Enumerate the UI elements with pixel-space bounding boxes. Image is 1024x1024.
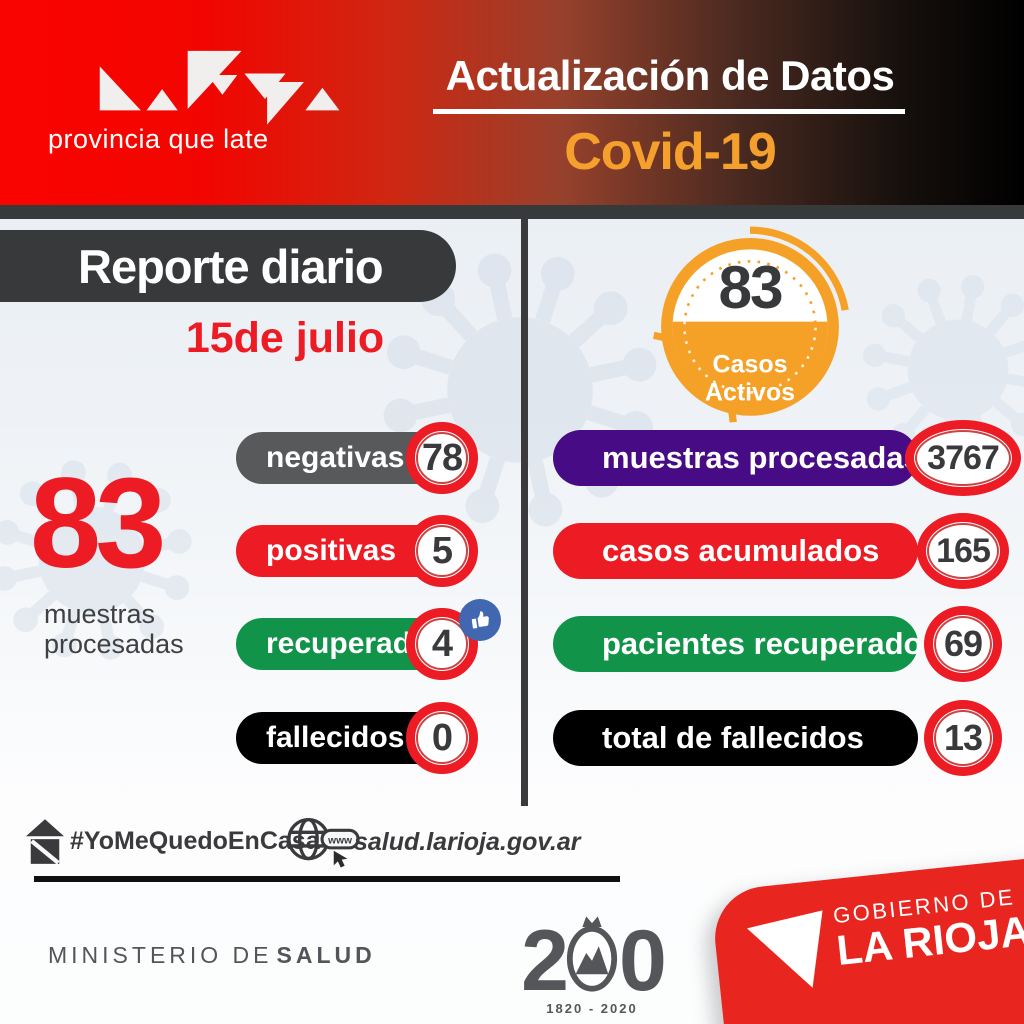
bicent-digit-2: 2 bbox=[521, 913, 569, 1010]
stat-value-badge: 13 bbox=[924, 700, 1002, 776]
active-cases-circle: 83 Casos Activos bbox=[653, 226, 849, 423]
stat-pill: muestras procesadas bbox=[553, 430, 921, 486]
page-title: Actualización de Datos bbox=[445, 52, 895, 99]
covid-subtitle: Covid-19 bbox=[564, 123, 777, 181]
stat-value-badge: 0 bbox=[406, 702, 478, 774]
samples-total-number: 83 bbox=[30, 452, 166, 595]
stat-label: pacientes recuperados bbox=[602, 626, 940, 661]
stat-pill: total de fallecidos bbox=[553, 710, 918, 766]
header-divider-strip bbox=[0, 205, 1024, 219]
government-name: GOBIERNO DE LA RIOJA bbox=[831, 884, 1024, 974]
vertical-divider bbox=[521, 219, 528, 806]
bicentennial-years: 1820 - 2020 bbox=[546, 1001, 638, 1016]
logo-tagline: provincia que late bbox=[48, 124, 269, 154]
active-cases-value: 83 bbox=[719, 253, 782, 321]
stat-value-badge: 78 bbox=[406, 422, 478, 494]
report-title: Reporte diario bbox=[78, 239, 384, 293]
active-cases-label-2: Activos bbox=[705, 379, 795, 407]
samples-total-label: muestras procesadas bbox=[44, 599, 184, 659]
website-url: salud.larioja.gov.ar bbox=[354, 828, 581, 856]
stat-value-badge: 165 bbox=[917, 513, 1009, 589]
cursor-arrow-icon bbox=[333, 850, 348, 868]
stat-pill: pacientes recuperados bbox=[553, 616, 940, 672]
stat-label: negativas bbox=[266, 441, 405, 474]
bicentennial-logo: 2 0 1820 - 2020 bbox=[512, 912, 672, 1016]
active-cases-label-1: Casos bbox=[713, 351, 788, 379]
stat-value-badge: 69 bbox=[924, 606, 1002, 682]
stat-label: positivas bbox=[266, 534, 397, 567]
stat-pill: casos acumulados bbox=[553, 523, 918, 579]
ministry-title: MINISTERIO DE SALUD bbox=[48, 942, 376, 968]
report-date: 15de julio bbox=[185, 314, 385, 362]
stat-value-badge: 3767 bbox=[905, 420, 1021, 496]
bicent-digit-0: 0 bbox=[619, 913, 667, 1010]
stat-value-badge: 4 bbox=[406, 608, 478, 680]
report-title-badge: Reporte diario bbox=[0, 230, 456, 302]
separator-line bbox=[34, 876, 620, 882]
globe-www-icon: www bbox=[287, 817, 360, 868]
house-icon bbox=[26, 819, 64, 865]
title-underline bbox=[433, 109, 905, 114]
stat-value-badge: 5 bbox=[406, 515, 478, 587]
stat-label: muestras procesadas bbox=[602, 440, 921, 475]
stat-label: total de fallecidos bbox=[602, 720, 864, 755]
la-rioja-logo bbox=[99, 50, 340, 125]
header-banner: provincia que late Actualización de Dato… bbox=[0, 0, 1024, 205]
bicentennial-emblem-icon bbox=[566, 916, 618, 992]
stat-label: fallecidos bbox=[266, 721, 405, 754]
www-label: www bbox=[327, 835, 352, 846]
government-badge: GOBIERNO DE LA RIOJA bbox=[710, 848, 1024, 1024]
stat-label: casos acumulados bbox=[602, 533, 880, 568]
stay-home-hashtag: #YoMeQuedoEnCasa bbox=[70, 827, 320, 855]
thumbs-up-icon bbox=[459, 599, 501, 641]
government-triangle-icon bbox=[747, 910, 823, 988]
